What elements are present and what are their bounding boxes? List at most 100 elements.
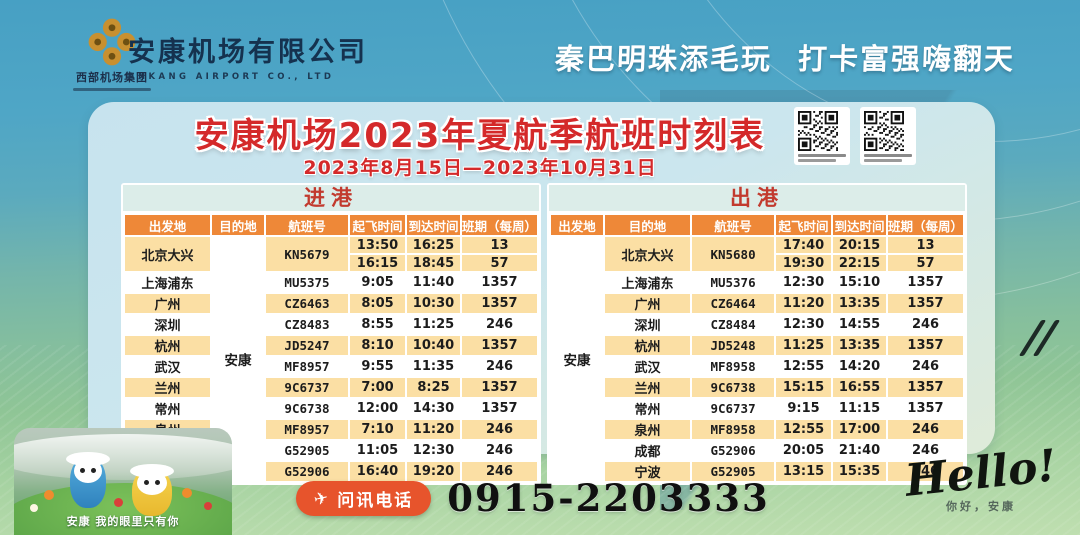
days-cell: 1357 [462, 336, 538, 355]
decor-slashes [1018, 320, 1061, 356]
days-cell: 57 [462, 255, 538, 271]
mascot-face [74, 459, 102, 483]
flight-number-cell: 9C6737 [692, 399, 775, 418]
slogan-part2: 打卡富强嗨翻天 [797, 42, 1016, 76]
days-cell: 1357 [462, 378, 538, 397]
days-cell: 246 [462, 420, 538, 439]
flight-number-cell: G52905 [266, 441, 348, 460]
arrival-time-cell: 10:40 [407, 336, 460, 355]
flight-number-cell: 9C6738 [266, 399, 348, 418]
days-cell: 246 [888, 441, 964, 460]
city-cell: 广州 [125, 294, 210, 313]
departures-table: 出发地 目的地 航班号 起飞时间 到达时间 班期（每周） 安康 北京大兴 KN5680 17:40… [549, 213, 965, 483]
qr-caption-line [798, 154, 846, 157]
departure-time-cell: 17:40 [776, 237, 832, 253]
phone-label-pill: ✈ 问讯电话 [296, 481, 432, 516]
city-cell: 兰州 [605, 378, 691, 397]
airport-group-logo: 西部机场集团 [52, 16, 172, 91]
flight-tables: 进港 出发地 目的地 航班号 起飞时间 到达时间 班期（每周） 北京大兴 安康 KN5679 13… [121, 183, 968, 485]
arrival-time-cell: 15:10 [833, 273, 887, 292]
phone-row: ✈ 问讯电话 0915-2203333 [296, 480, 770, 517]
group-emblem-icon [88, 18, 136, 66]
days-cell: 13 [888, 237, 964, 253]
mascot-eye [144, 480, 149, 485]
departure-time-cell: 11:05 [350, 441, 405, 460]
city-cell: 深圳 [125, 315, 210, 334]
mascot-yellow [130, 464, 174, 516]
arrival-time-cell: 12:30 [407, 441, 460, 460]
departure-time-cell: 16:40 [350, 462, 405, 481]
table-row: 深圳 CZ8483 8:55 11:25 246 [125, 315, 538, 334]
table-row: 杭州 JD5248 11:25 13:35 1357 [551, 336, 964, 355]
departure-time-cell: 19:30 [776, 255, 832, 271]
table-row: 19:30 22:15 57 [551, 255, 964, 271]
phone-label: 问讯电话 [337, 491, 414, 511]
slogan-part1: 秦巴明珠添毛玩 [554, 42, 773, 76]
flight-number-cell: JD5247 [266, 336, 348, 355]
departure-time-cell: 7:00 [350, 378, 405, 397]
flight-number-cell: CZ8483 [266, 315, 348, 334]
flight-number-cell: JD5248 [692, 336, 775, 355]
flight-number-cell: MF8957 [266, 357, 348, 376]
arrival-time-cell: 15:35 [833, 462, 887, 481]
slogan: 秦巴明珠添毛玩 打卡富强嗨翻天 [519, 36, 1050, 78]
arrival-time-cell: 14:30 [407, 399, 460, 418]
table-row: 武汉 MF8957 9:55 11:35 246 [125, 357, 538, 376]
column-header-0: 出发地 [125, 215, 210, 235]
flight-number-cell: MF8958 [692, 420, 775, 439]
table-row: 广州 CZ6463 8:05 10:30 1357 [125, 294, 538, 313]
days-cell: 246 [888, 420, 964, 439]
table-row: 兰州 9C6737 7:00 8:25 1357 [125, 378, 538, 397]
table-row: 宁波 G52905 13:15 15:35 246 [551, 462, 964, 481]
departures-table-block: 出港 出发地 目的地 航班号 起飞时间 到达时间 班期（每周） 安康 北京大兴 KN5680 17… [547, 183, 968, 485]
table-row: 深圳 CZ8484 12:30 14:55 246 [551, 315, 964, 334]
table-row: 常州 9C6738 12:00 14:30 1357 [125, 399, 538, 418]
days-cell: 1357 [888, 294, 964, 313]
column-header-1: 目的地 [605, 215, 691, 235]
mascot-eye [80, 468, 85, 473]
greeting-block: Hello! 你好，安康 [896, 440, 1066, 514]
column-header-4: 到达时间 [833, 215, 887, 235]
qr-caption-line [798, 159, 837, 162]
days-cell: 246 [462, 315, 538, 334]
flight-number-cell: MU5376 [692, 273, 775, 292]
column-header-5: 班期（每周） [462, 215, 538, 235]
days-cell: 13 [462, 237, 538, 253]
arrival-time-cell: 16:55 [833, 378, 887, 397]
greeting-text: Hello! [902, 440, 1060, 507]
departure-time-cell: 12:55 [776, 420, 832, 439]
city-cell: 北京大兴 [605, 237, 691, 271]
city-cell: 泉州 [605, 420, 691, 439]
departure-time-cell: 13:15 [776, 462, 832, 481]
flight-number-cell: MU5375 [266, 273, 348, 292]
mascot-eye [91, 468, 96, 473]
city-cell: 常州 [125, 399, 210, 418]
arrival-time-cell: 16:25 [407, 237, 460, 253]
flower [30, 504, 38, 512]
phone-number: 0915-2203333 [447, 476, 770, 520]
column-header-2: 航班号 [692, 215, 775, 235]
arrival-time-cell: 11:15 [833, 399, 887, 418]
table-row: 武汉 MF8958 12:55 14:20 246 [551, 357, 964, 376]
mascot-blue [66, 452, 110, 508]
days-cell: 1357 [462, 294, 538, 313]
days-cell: 57 [888, 255, 964, 271]
departure-time-cell: 12:00 [350, 399, 405, 418]
column-header-0: 出发地 [551, 215, 604, 235]
arrival-time-cell: 20:15 [833, 237, 887, 253]
qr-code-left [794, 107, 850, 165]
table-row: 广州 CZ6464 11:20 13:35 1357 [551, 294, 964, 313]
group-subtitle-line [73, 88, 151, 91]
days-cell: 1357 [462, 273, 538, 292]
departure-time-cell: 12:30 [776, 315, 832, 334]
departure-time-cell: 8:05 [350, 294, 405, 313]
city-cell: 武汉 [125, 357, 210, 376]
table-row: 上海浦东 MU5375 9:05 11:40 1357 [125, 273, 538, 292]
flight-number-cell: CZ6464 [692, 294, 775, 313]
departure-time-cell: 13:50 [350, 237, 405, 253]
flight-number-cell: KN5680 [692, 237, 775, 271]
table-row: 泉州 MF8958 12:55 17:00 246 [551, 420, 964, 439]
city-cell: 上海浦东 [605, 273, 691, 292]
arrivals-section-label: 进港 [123, 185, 540, 211]
mascot-eye [155, 480, 160, 485]
